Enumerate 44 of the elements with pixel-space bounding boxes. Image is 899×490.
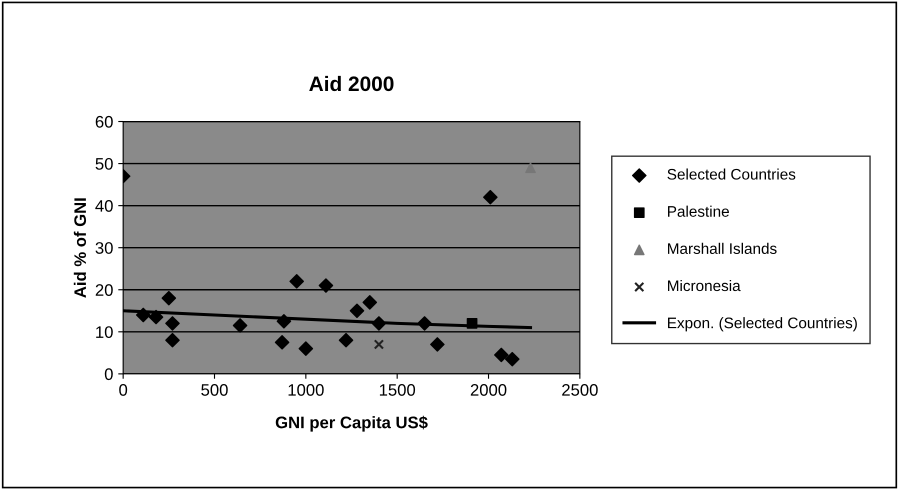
y-tick-label: 10: [96, 326, 113, 338]
x-tick-label: 2500: [562, 384, 598, 396]
x-tick-label: 500: [201, 384, 228, 396]
point: [417, 316, 432, 331]
point: [232, 318, 248, 333]
y-tick-label: 20: [96, 284, 113, 296]
point: [430, 337, 445, 352]
point: [276, 314, 292, 329]
legend-label: Expon. (Selected Countries): [668, 317, 857, 332]
x-tick-label: 0: [119, 384, 128, 396]
legend-label: Marshall Islands: [668, 242, 777, 254]
chart-title: Aid 2000: [309, 76, 394, 92]
x-tick-label: 1000: [288, 384, 324, 396]
point: [148, 310, 164, 324]
point: [274, 335, 290, 350]
point: [525, 162, 536, 174]
y-tick-label: 30: [96, 242, 113, 254]
x-axis-title: GNI per Capita US$: [276, 416, 428, 432]
legend-label: Selected Countries: [667, 168, 796, 180]
point: [374, 339, 384, 350]
point: [483, 190, 498, 205]
point: [338, 332, 354, 348]
x-tick-label: 2000: [470, 384, 506, 396]
point: [298, 341, 314, 356]
y-tick-label: 60: [96, 116, 113, 128]
point: [165, 332, 180, 348]
y-axis-title: Aid % of GNI: [74, 198, 86, 298]
point: [466, 318, 478, 329]
point: [136, 308, 151, 322]
point: [494, 348, 509, 362]
point: [504, 352, 520, 366]
point: [372, 316, 386, 331]
point: [362, 295, 378, 310]
legend-label: Micronesia: [668, 280, 741, 292]
y-tick-label: 40: [95, 200, 113, 212]
legend-label: Palestine: [668, 206, 729, 217]
x-tick-label: 1500: [380, 384, 416, 396]
point: [289, 274, 304, 289]
point: [162, 290, 176, 306]
point: [318, 278, 334, 293]
y-tick-label: 0: [104, 368, 113, 380]
y-tick-label: 50: [96, 158, 113, 170]
point: [165, 316, 180, 331]
point: [350, 304, 364, 318]
